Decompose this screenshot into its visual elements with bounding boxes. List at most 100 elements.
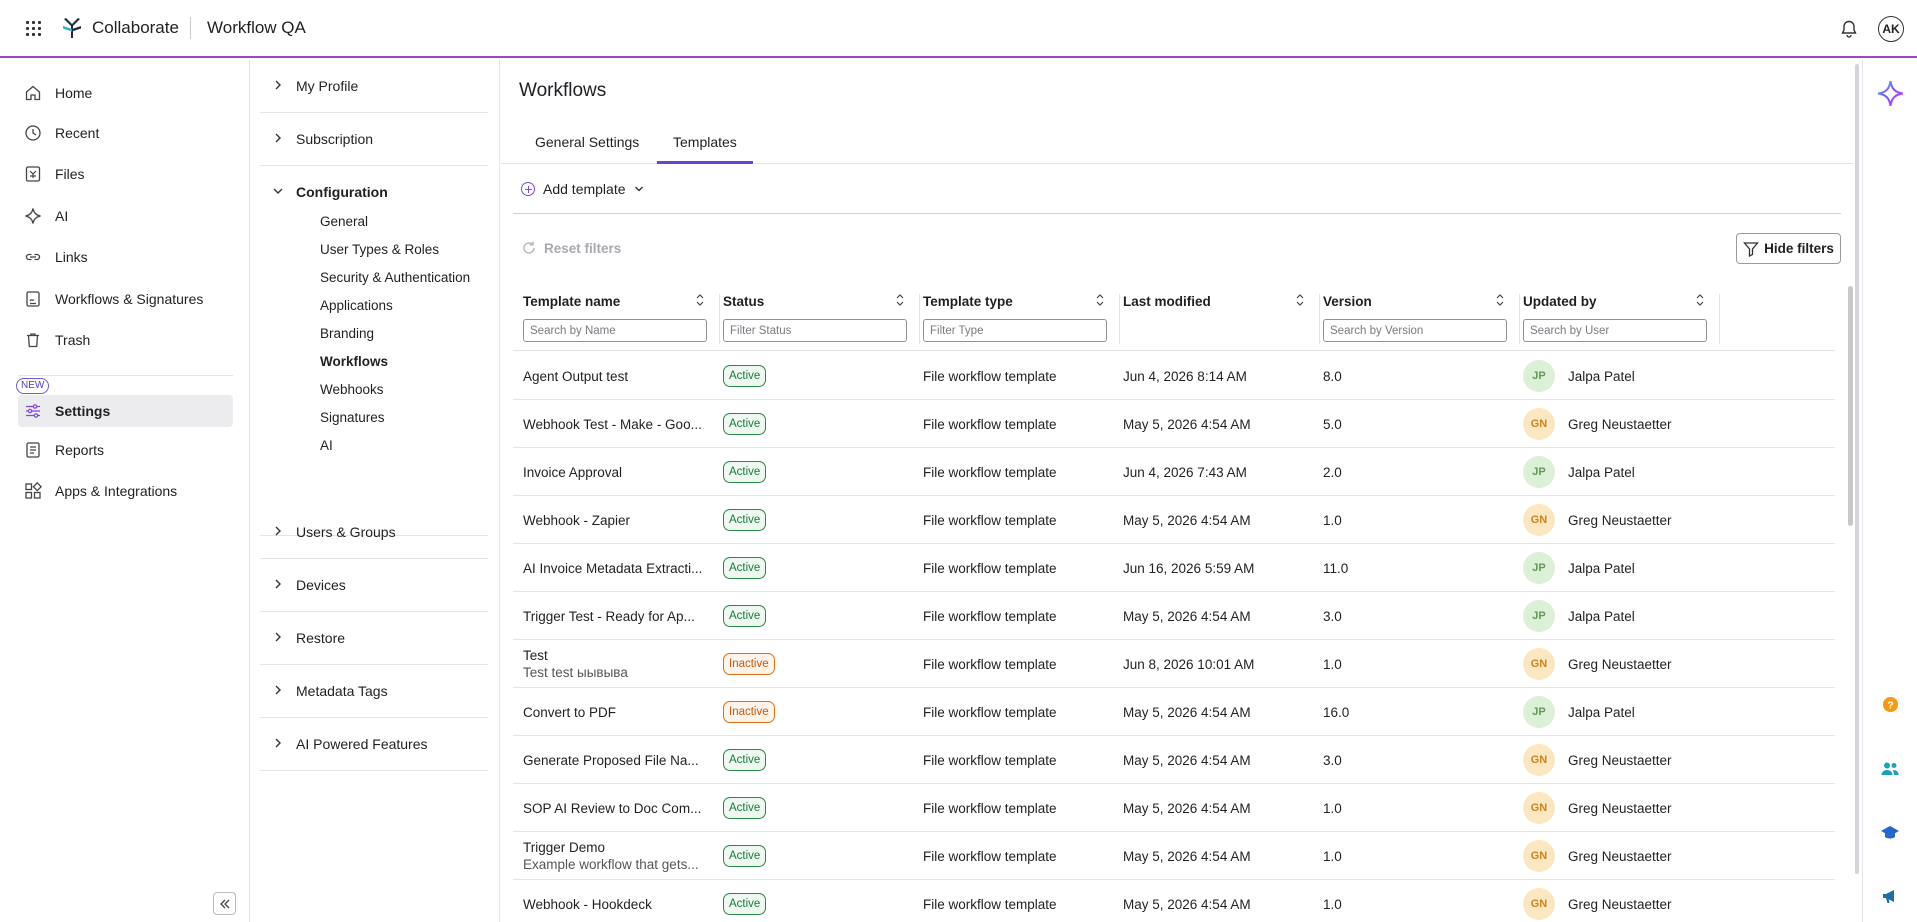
nav-home[interactable]: Home <box>18 77 233 109</box>
table-row[interactable]: SOP AI Review to Doc Com... Active File wo… <box>513 784 1835 832</box>
section-subscription[interactable]: Subscription <box>260 113 488 166</box>
cell-version: 1.0 <box>1323 896 1342 912</box>
config-item-workflows[interactable]: Workflows <box>320 354 389 369</box>
section-label[interactable]: Configuration <box>296 184 388 200</box>
filter-status-input[interactable] <box>723 319 907 342</box>
nav-workflows-signatures[interactable]: Workflows & Signatures <box>18 283 233 315</box>
nav-label: Links <box>55 249 88 265</box>
table-row[interactable]: Generate Proposed File Na... Active File w… <box>513 736 1835 784</box>
template-name[interactable]: Test <box>523 648 548 663</box>
ai-assistant-sparkle-icon[interactable] <box>1877 80 1904 107</box>
tab-general-settings[interactable]: General Settings <box>535 134 640 150</box>
nav-settings[interactable]: Settings <box>18 395 233 427</box>
config-item-general[interactable]: General <box>320 214 369 229</box>
template-name[interactable]: Webhook Test - Make - Goo... <box>523 416 702 432</box>
cell-template-name: Agent Output test <box>523 352 715 400</box>
user-avatar: JP <box>1523 552 1555 584</box>
table-row[interactable]: Webhook - Hookdeck Active File workflow te… <box>513 880 1835 922</box>
cell-template-type: File workflow template <box>923 368 1057 384</box>
cell-status: Inactive <box>723 688 915 736</box>
template-name[interactable]: Invoice Approval <box>523 464 623 480</box>
template-description: Test test ыывыва <box>523 665 628 680</box>
tab-templates[interactable]: Templates <box>673 134 737 150</box>
config-item-webhooks[interactable]: Webhooks <box>320 382 384 397</box>
nav-divider <box>18 375 233 376</box>
section-restore[interactable]: Restore <box>260 612 488 665</box>
section-metadata-tags[interactable]: Metadata Tags <box>260 665 488 718</box>
table-scrollbar[interactable] <box>1848 286 1853 526</box>
config-item-security-authentication[interactable]: Security & Authentication <box>320 270 471 285</box>
section-users-groups[interactable]: Users & Groups <box>260 506 488 559</box>
template-name[interactable]: Webhook - Zapier <box>523 512 631 528</box>
cell-last-modified: Jun 16, 2026 5:59 AM <box>1123 560 1255 576</box>
graduation-cap-icon[interactable] <box>1880 823 1900 843</box>
template-name[interactable]: Webhook - Hookdeck <box>523 896 652 912</box>
refresh-icon <box>523 241 535 254</box>
help-icon[interactable]: ? <box>1882 696 1899 713</box>
user-avatar[interactable]: AK <box>1878 16 1904 42</box>
sort-icon[interactable] <box>1295 292 1305 308</box>
reset-filters-button[interactable]: Reset filters <box>521 240 621 256</box>
template-name[interactable]: SOP AI Review to Doc Com... <box>523 800 702 816</box>
add-template-button[interactable]: Add template <box>521 181 644 197</box>
config-item-ai[interactable]: AI <box>320 438 333 453</box>
config-item-applications[interactable]: Applications <box>320 298 393 313</box>
sort-icon[interactable] <box>1095 292 1105 308</box>
status-badge: Active <box>723 749 767 771</box>
cell-template-name: Trigger Demo Example workflow that gets..… <box>523 832 715 880</box>
status-badge: Active <box>723 893 767 915</box>
cell-template-name: Trigger Test - Ready for Ap... <box>523 592 715 640</box>
search-name-input[interactable] <box>523 319 707 342</box>
table-row[interactable]: Webhook Test - Make - Goo... Active File w… <box>513 400 1835 448</box>
page-scrollbar[interactable] <box>1855 64 1859 874</box>
section-devices[interactable]: Devices <box>260 559 488 612</box>
chevron-down-icon[interactable] <box>272 185 284 197</box>
nav-links[interactable]: Links <box>18 241 233 273</box>
config-item-branding[interactable]: Branding <box>320 326 375 341</box>
megaphone-icon[interactable] <box>1880 886 1900 906</box>
new-badge: NEW <box>16 378 50 394</box>
table-row[interactable]: Webhook - Zapier Active File workflow temp… <box>513 496 1835 544</box>
hide-filters-button[interactable]: Hide filters <box>1736 233 1841 264</box>
template-name[interactable]: Generate Proposed File Na... <box>523 752 699 768</box>
sort-icon[interactable] <box>695 292 705 308</box>
template-name[interactable]: Agent Output test <box>523 368 629 384</box>
section-ai-powered-features[interactable]: AI Powered Features <box>260 718 488 771</box>
active-tab-indicator <box>657 161 753 164</box>
sort-icon[interactable] <box>1695 292 1705 308</box>
filter-type-input[interactable] <box>923 319 1107 342</box>
sort-icon[interactable] <box>895 292 905 308</box>
template-name[interactable]: AI Invoice Metadata Extracti... <box>523 560 703 576</box>
nav-apps-integrations[interactable]: Apps & Integrations <box>18 475 233 507</box>
template-name[interactable]: Convert to PDF <box>523 704 617 720</box>
search-version-input[interactable] <box>1323 319 1507 342</box>
people-icon[interactable] <box>1880 759 1900 779</box>
main-content: Workflows General Settings Templates Add… <box>501 60 1853 922</box>
column-label: Template type <box>923 294 1013 309</box>
table-row[interactable]: Invoice Approval Active File workflow temp… <box>513 448 1835 496</box>
table-row[interactable]: Agent Output test Active File workflow tem… <box>513 352 1835 400</box>
config-item-user-types-roles[interactable]: User Types & Roles <box>320 242 440 257</box>
nav-label: AI <box>55 208 69 224</box>
app-launcher-icon[interactable] <box>26 21 41 36</box>
notifications-bell-icon[interactable] <box>1839 19 1859 39</box>
table-row[interactable]: Convert to PDF Inactive File workflow temp… <box>513 688 1835 736</box>
collapse-sidebar-button[interactable] <box>213 892 236 915</box>
table-row[interactable]: AI Invoice Metadata Extracti... Active Fil… <box>513 544 1835 592</box>
nav-trash[interactable]: Trash <box>18 324 233 356</box>
nav-recent[interactable]: Recent <box>18 117 233 149</box>
sort-icon[interactable] <box>1495 292 1505 308</box>
section-label: Metadata Tags <box>296 683 388 699</box>
table-row[interactable]: Test Test test ыывыва Inactive File workflo… <box>513 640 1835 688</box>
template-name[interactable]: Trigger Demo <box>523 840 606 855</box>
table-row[interactable]: Trigger Test - Ready for Ap... Active File… <box>513 592 1835 640</box>
search-user-input[interactable] <box>1523 319 1707 342</box>
table-row[interactable]: Trigger Demo Example workflow that gets..… <box>513 832 1835 880</box>
nav-reports[interactable]: Reports <box>18 434 233 466</box>
section-my-profile[interactable]: My Profile <box>260 60 488 113</box>
nav-ai[interactable]: AI <box>18 200 233 232</box>
template-name[interactable]: Trigger Test - Ready for Ap... <box>523 608 695 624</box>
config-item-signatures[interactable]: Signatures <box>320 410 385 425</box>
workflow-icon <box>26 291 40 307</box>
nav-files[interactable]: Files <box>18 158 233 190</box>
